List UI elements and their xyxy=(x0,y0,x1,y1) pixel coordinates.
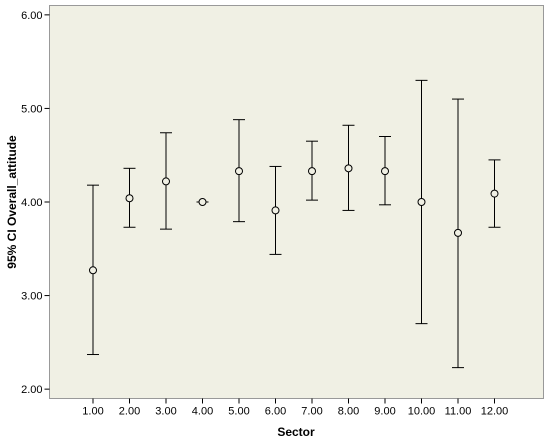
mean-point xyxy=(198,198,207,206)
x-tick-label: 10.00 xyxy=(408,406,436,418)
x-tick-label: 8.00 xyxy=(338,406,359,418)
mean-point xyxy=(308,167,316,176)
x-tick-label: 1.00 xyxy=(82,406,103,418)
mean-point xyxy=(454,228,462,237)
x-axis-title: Sector xyxy=(277,425,315,439)
y-tick-label: 4.00 xyxy=(21,197,42,209)
plot-area xyxy=(49,5,544,399)
y-tick-label: 2.00 xyxy=(21,384,42,396)
mean-point xyxy=(490,189,499,198)
mean-point xyxy=(162,177,170,186)
mean-point xyxy=(89,266,97,275)
mean-point xyxy=(271,206,280,215)
mean-point xyxy=(235,167,243,176)
y-tick-label: 3.00 xyxy=(21,291,42,303)
x-tick-label: 11.00 xyxy=(445,406,472,418)
x-tick-label: 9.00 xyxy=(374,406,395,418)
error-bars xyxy=(87,79,501,369)
y-axis-title: 95% CI Overall_attitude xyxy=(5,135,19,269)
mean-point xyxy=(381,167,389,176)
x-tick-label: 3.00 xyxy=(155,406,176,418)
x-tick-label: 2.00 xyxy=(119,406,140,418)
y-tick-label: 6.00 xyxy=(21,10,42,22)
x-tick-label: 5.00 xyxy=(228,406,249,418)
mean-point xyxy=(344,164,353,173)
y-tick-label: 5.00 xyxy=(21,103,42,115)
x-tick-label: 4.00 xyxy=(192,406,213,418)
x-tick-label: 7.00 xyxy=(301,406,322,418)
x-tick-label: 6.00 xyxy=(265,406,286,418)
x-tick-label: 12.00 xyxy=(481,406,509,418)
x-axis: 1.00 2.00 3.00 4.00 5.00 6.00 7.00 8.00 9.00 10.0… xyxy=(82,398,509,418)
mean-point xyxy=(125,194,134,203)
y-axis: 2.00 3.00 4.00 5.00 6.00 xyxy=(21,10,50,396)
mean-point xyxy=(417,198,426,206)
